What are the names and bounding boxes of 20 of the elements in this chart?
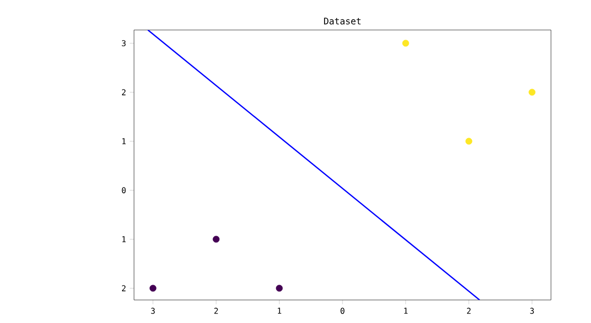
y-tick-label: 2 [122,285,126,292]
x-tick-label: 1 [278,308,282,314]
point [212,236,220,243]
x-tick-label: 2 [467,308,471,314]
x-tick-label: 1 [404,308,408,314]
point [150,284,156,292]
x-tick-label: 0 [340,308,344,314]
x-tick-label: 2 [214,308,218,314]
y-tick-label: 2 [122,89,126,96]
y-tick-label: 1 [122,138,126,144]
y-tick-label: 3 [122,40,126,46]
y-tick-label: 0 [122,187,126,194]
point [402,40,410,47]
point [276,284,283,292]
x-tick-label: 3 [151,308,155,314]
y-tick-label: 1 [122,236,126,242]
chart-title: Dataset [324,18,361,24]
x-tick-label: 3 [530,308,534,314]
point [465,138,472,145]
point [528,88,536,96]
